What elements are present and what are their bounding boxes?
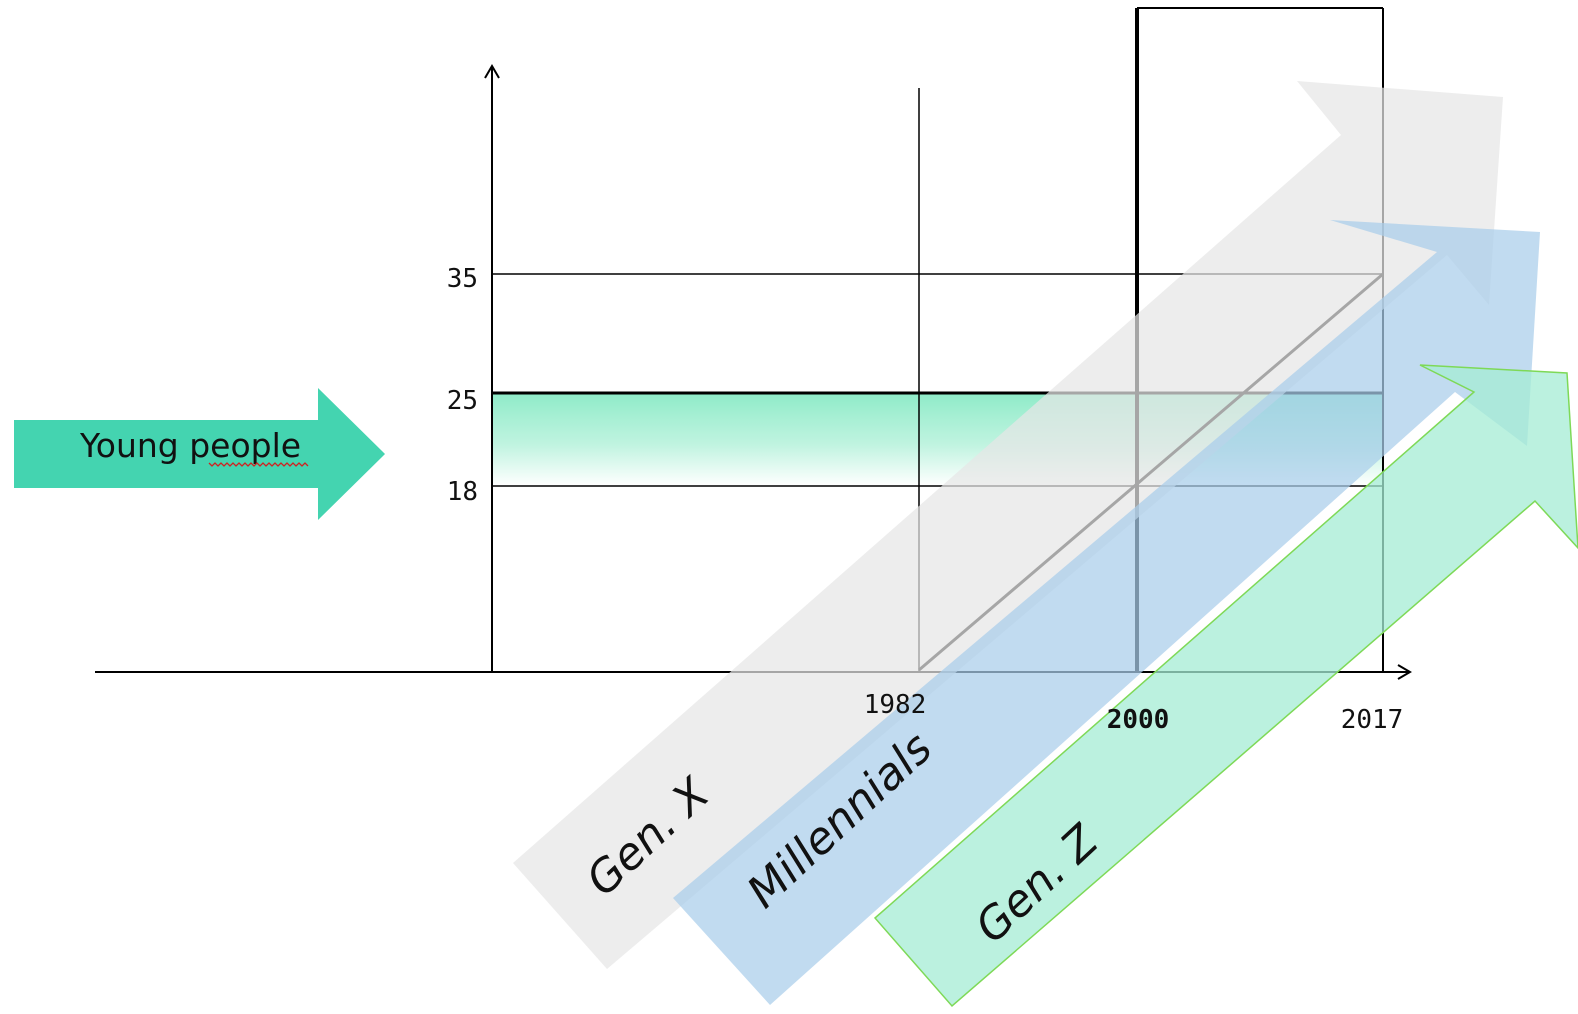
x-tick-2017: 2017 — [1341, 705, 1404, 735]
y-tick-35: 35 — [447, 264, 478, 294]
millennials-arrow — [673, 220, 1540, 1005]
x-axis-arrowhead — [1397, 664, 1412, 680]
spellcheck-underline — [208, 462, 309, 467]
x-tick-2000: 2000 — [1107, 705, 1170, 735]
y-tick-18: 18 — [447, 477, 478, 507]
gen-x-arrow — [513, 81, 1503, 969]
x-tick-1982: 1982 — [864, 690, 927, 720]
gen-z-arrow — [873, 364, 1578, 1008]
young-people-label: Young people — [79, 426, 301, 465]
y-tick-25: 25 — [447, 386, 478, 416]
young-people-arrow — [14, 388, 385, 520]
y-axis-arrowhead — [484, 64, 500, 79]
